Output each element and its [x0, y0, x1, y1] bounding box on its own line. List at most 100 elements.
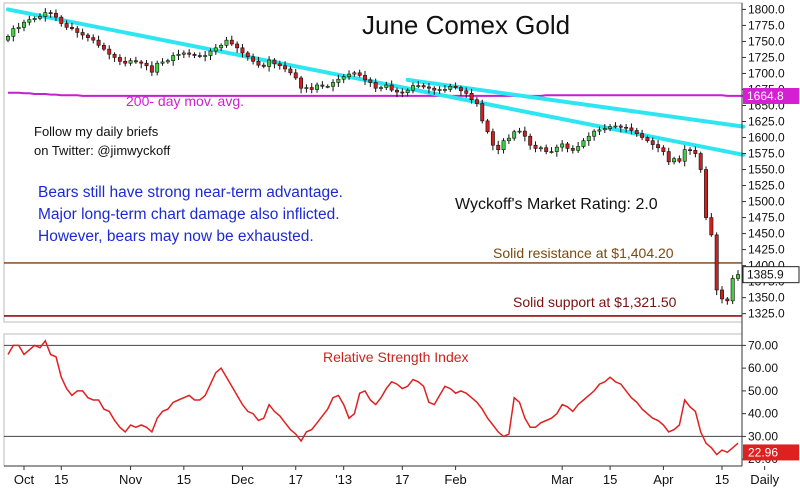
candle-body-119 — [640, 133, 645, 138]
price-tick-label: 1425.0 — [748, 243, 785, 257]
x-tick-label: Daily — [750, 472, 779, 487]
candle-body-1 — [11, 28, 16, 37]
price-tick-label: 1475.0 — [748, 211, 785, 225]
candle-body-121 — [650, 140, 655, 145]
price-tick-label: 1625.0 — [748, 115, 785, 129]
candle-body-35 — [192, 53, 197, 56]
candle-body-14 — [80, 32, 85, 36]
candle-body-98 — [528, 135, 533, 146]
candle-body-82 — [442, 89, 447, 91]
candle-body-131 — [704, 169, 708, 218]
candle-body-132 — [709, 217, 714, 236]
candle-body-116 — [624, 126, 629, 129]
candle-body-94 — [506, 137, 511, 142]
candle-body-111 — [597, 129, 602, 132]
price-tick-label: 1700.0 — [748, 66, 785, 80]
rsi-title: Relative Strength Index — [323, 349, 469, 365]
rsi-tick-label: 70.00 — [748, 338, 778, 352]
candle-body-13 — [75, 28, 80, 33]
candle-body-124 — [666, 151, 671, 163]
candle-body-29 — [160, 61, 165, 64]
rsi-value-box — [743, 444, 799, 461]
candle-body-67 — [363, 75, 367, 81]
candle-body-4 — [27, 19, 32, 23]
candle-body-2 — [16, 27, 21, 29]
candle-body-72 — [389, 84, 394, 91]
candle-body-49 — [267, 59, 272, 67]
candle-body-85 — [458, 87, 463, 92]
candle-body-118 — [634, 130, 639, 134]
twitter-note-line-1: Follow my daily briefs — [34, 124, 159, 139]
price-tick-label: 1450.0 — [748, 227, 785, 241]
candle-body-5 — [32, 18, 37, 20]
candle-body-115 — [618, 125, 623, 128]
candle-body-46 — [251, 56, 256, 62]
candle-body-56 — [304, 87, 309, 89]
candle-body-89 — [480, 103, 485, 122]
price-tick-label: 1725.0 — [748, 50, 785, 64]
chart-title: June Comex Gold — [362, 10, 571, 40]
x-tick-label: Nov — [119, 472, 143, 487]
candle-body-69 — [373, 82, 378, 89]
candle-body-43 — [235, 43, 240, 49]
moving-average-line — [8, 91, 744, 97]
rsi-value-label: 22.96 — [748, 445, 778, 459]
price-panel-frame — [3, 2, 743, 323]
candle-body-36 — [197, 55, 202, 57]
candle-body-54 — [293, 72, 298, 79]
candle-body-53 — [288, 68, 293, 74]
candle-body-128 — [688, 149, 692, 151]
candle-body-17 — [96, 39, 101, 46]
candle-body-120 — [645, 137, 650, 142]
candle-body-50 — [272, 59, 277, 65]
candle-body-106 — [570, 148, 575, 151]
candle-body-122 — [656, 144, 661, 149]
candle-body-97 — [522, 130, 527, 137]
last-price-box — [742, 266, 800, 284]
candle-body-65 — [352, 72, 357, 75]
candle-body-58 — [315, 84, 320, 90]
candle-body-38 — [208, 50, 213, 56]
candle-body-8 — [48, 12, 53, 14]
candle-body-129 — [693, 150, 698, 154]
candle-body-48 — [261, 64, 266, 67]
candle-body-74 — [400, 91, 405, 94]
candle-body-77 — [416, 85, 421, 87]
candle-body-133 — [714, 234, 719, 291]
candle-body-6 — [38, 16, 42, 19]
candle-body-63 — [341, 76, 346, 80]
candle-body-114 — [613, 125, 618, 128]
ma-value-box — [743, 88, 799, 105]
candle-body-88 — [474, 99, 479, 104]
x-tick-label: Mar — [551, 472, 574, 487]
candle-body-52 — [283, 65, 288, 70]
candle-body-25 — [139, 61, 144, 64]
candle-body-20 — [112, 53, 117, 58]
candle-body-96 — [517, 130, 522, 133]
price-tick-label: 1600.0 — [748, 131, 785, 145]
price-tick-label: 1775.0 — [748, 18, 785, 32]
candle-body-30 — [165, 60, 170, 63]
moving-average-label: 200- day mov. avg. — [126, 93, 245, 109]
candle-body-105 — [565, 143, 570, 149]
candle-body-101 — [544, 147, 549, 152]
candle-body-59 — [320, 84, 325, 87]
candle-body-112 — [602, 128, 607, 131]
candle-body-104 — [560, 143, 565, 148]
price-tick-label: 1500.0 — [748, 195, 785, 209]
twitter-note-line-2: on Twitter: @jimwyckoff — [34, 143, 171, 158]
candle-body-47 — [256, 60, 261, 66]
candle-body-22 — [123, 60, 128, 64]
price-tick-label: 1550.0 — [748, 163, 785, 177]
candle-body-33 — [181, 52, 186, 55]
candle-body-15 — [85, 34, 90, 38]
candle-body-126 — [677, 158, 682, 162]
candle-body-110 — [592, 130, 597, 137]
candle-body-83 — [448, 85, 453, 90]
candle-body-32 — [176, 53, 181, 56]
candle-body-3 — [22, 21, 26, 28]
candle-body-45 — [245, 52, 250, 58]
candle-body-80 — [432, 87, 437, 91]
candle-body-136 — [730, 278, 735, 302]
candle-body-18 — [101, 44, 106, 50]
